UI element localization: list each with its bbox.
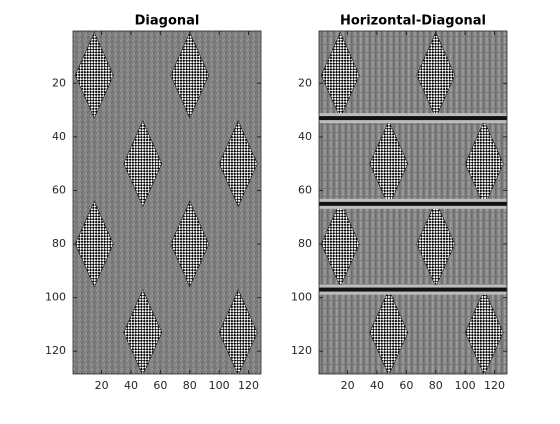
y-tick-label: 100 (291, 291, 312, 304)
x-tick-label: 60 (399, 379, 413, 392)
x-tick-label: 60 (153, 379, 167, 392)
y-tick-label: 120 (291, 344, 312, 357)
image-area (319, 31, 507, 374)
x-tick-label: 120 (484, 379, 505, 392)
band-dark (319, 116, 507, 121)
x-tick-label: 20 (95, 379, 109, 392)
y-tick-label: 40 (52, 130, 66, 143)
x-tick-label: 120 (238, 379, 259, 392)
diamond (123, 120, 163, 208)
y-tick-label: 20 (52, 76, 66, 89)
diamond (170, 200, 210, 288)
x-tick-label: 80 (429, 379, 443, 392)
chart-title: Diagonal (135, 14, 200, 29)
x-tick-label: 100 (455, 379, 476, 392)
x-tick-label: 20 (341, 379, 355, 392)
diamond (74, 200, 114, 288)
x-tick-label: 100 (209, 379, 230, 392)
image-area (73, 31, 261, 374)
y-tick-label: 120 (45, 344, 66, 357)
diamond (218, 288, 258, 374)
chart-title: Horizontal-Diagonal (340, 14, 486, 29)
diamond (74, 31, 114, 119)
diamond (218, 120, 258, 208)
x-tick-label: 80 (183, 379, 197, 392)
axes-box (318, 30, 508, 375)
y-tick-label: 100 (45, 291, 66, 304)
y-tick-label: 80 (298, 237, 312, 250)
y-tick-label: 60 (298, 183, 312, 196)
y-tick-label: 40 (298, 130, 312, 143)
band-dark (319, 287, 507, 292)
y-tick-label: 80 (52, 237, 66, 250)
y-tick-label: 60 (52, 183, 66, 196)
x-tick-label: 40 (370, 379, 384, 392)
y-tick-label: 20 (298, 76, 312, 89)
diamond (464, 288, 504, 374)
diamond (369, 288, 409, 374)
diamond (170, 31, 210, 119)
x-tick-label: 40 (124, 379, 138, 392)
band-dark (319, 201, 507, 206)
diamond (123, 288, 163, 374)
axes-box (72, 30, 262, 375)
